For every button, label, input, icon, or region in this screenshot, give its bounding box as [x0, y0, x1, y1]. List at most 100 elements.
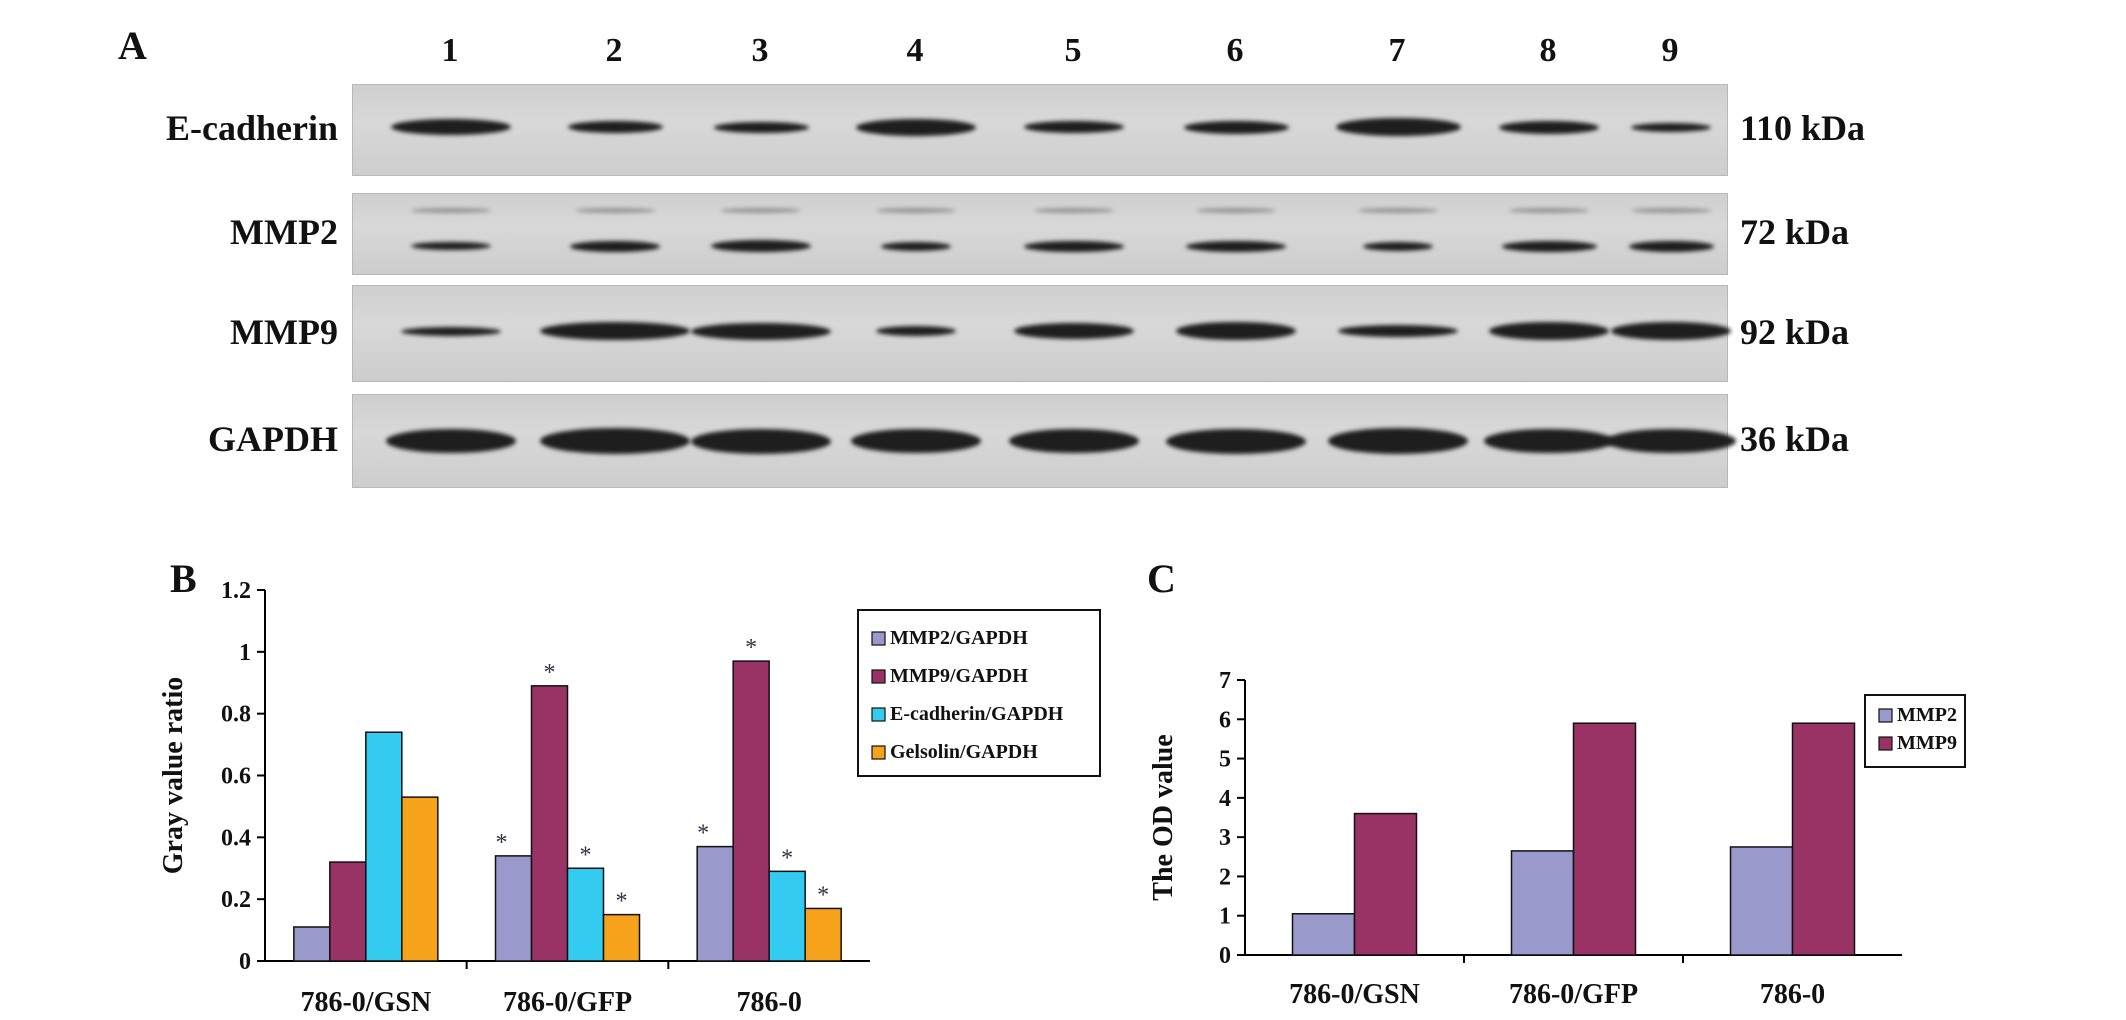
band-e-cadherin-lane-1 [391, 119, 511, 135]
bar-e-cadherin-gapdh-786-0 [768, 870, 806, 962]
lane-number-9: 9 [1661, 32, 1679, 69]
band-gapdh-lane-1 [386, 429, 516, 453]
band-mmp2-upper-lane-2 [575, 208, 655, 213]
band-gapdh-lane-2 [540, 428, 690, 454]
band-e-cadherin-lane-4 [856, 118, 976, 136]
protein-label-e-cadherin: E-cadherin [165, 108, 338, 148]
protein-label-gapdh: GAPDH [208, 419, 338, 459]
bar-mmp2-786-0 [1729, 846, 1794, 956]
y-tick-label: 3 [1219, 825, 1231, 851]
protein-label-mmp2: MMP2 [230, 212, 338, 252]
panel-label-c: C [1147, 556, 1176, 601]
band-mmp2-upper-lane-6 [1196, 208, 1276, 213]
y-tick-label: 6 [1219, 707, 1231, 733]
band-mmp9-lane-6 [1176, 322, 1296, 340]
bar-mmp9-gapdh-786-0-gsn [329, 861, 367, 962]
x-category-label: 786-0 [737, 987, 802, 1018]
panel-label-a: A [118, 23, 147, 68]
y-tick-label: 0 [1219, 943, 1231, 969]
y-tick-label: 1 [239, 640, 251, 666]
band-mmp2-lane-7 [1363, 241, 1433, 251]
band-mmp9-lane-7 [1338, 325, 1458, 337]
bar-gelsolin-gapdh-786-0 [804, 907, 842, 962]
bar-e-cadherin-gapdh-786-0-gsn [365, 731, 403, 962]
band-mmp9-lane-5 [1014, 323, 1134, 339]
band-mmp2-lane-5 [1024, 240, 1124, 252]
x-category-label: 786-0 [1760, 979, 1825, 1010]
y-tick-label: 0.6 [221, 764, 251, 790]
y-tick-label: 5 [1219, 747, 1231, 773]
legend-swatch-mmp9-gapdh [871, 669, 886, 684]
significance-marker: * [580, 842, 592, 868]
band-mmp2-lane-2 [570, 240, 660, 252]
significance-marker: * [781, 845, 793, 871]
bar-mmp2-786-0-gfp [1510, 850, 1575, 956]
y-tick-label: 0.2 [221, 887, 251, 913]
legend-swatch-mmp2-gapdh [871, 631, 886, 646]
band-gapdh-lane-5 [1009, 429, 1139, 453]
band-e-cadherin-lane-8 [1499, 120, 1599, 134]
y-tick-label: 2 [1219, 864, 1231, 890]
band-mmp2-lane-6 [1186, 240, 1286, 252]
y-tick-label: 0.8 [221, 702, 251, 728]
bar-gelsolin-gapdh-786-0-gfp [602, 913, 641, 962]
band-mmp2-upper-lane-8 [1509, 208, 1589, 213]
legend-label-gelsolin-gapdh: Gelsolin/GAPDH [890, 741, 1038, 763]
band-mmp9-lane-3 [691, 322, 831, 340]
chart-c-od-value: 0 1 2 3 4 5 6 7 The OD value 786-0/GSN 786-0/GFP 78… [1148, 668, 1966, 1010]
band-mmp2-lane-3 [711, 240, 811, 252]
band-mmp2-lane-4 [881, 241, 951, 251]
panel-label-b: B [170, 556, 197, 601]
legend-swatch-gelsolin-gapdh [871, 745, 886, 760]
band-mmp2-lane-9 [1628, 240, 1714, 252]
legend-label-e-cadherin-gapdh: E-cadherin/GAPDH [890, 703, 1064, 725]
molecular-weight-e-cadherin: 110 kDa [1740, 108, 1866, 148]
lane-number-1: 1 [441, 32, 459, 69]
band-gapdh-lane-6 [1166, 428, 1306, 454]
x-category-label: 786-0/GFP [1509, 979, 1638, 1010]
lane-number-3: 3 [751, 32, 769, 69]
x-category-label: 786-0/GFP [503, 987, 632, 1018]
blot-strip-e-cadherin [352, 84, 1728, 176]
significance-marker: * [616, 889, 628, 915]
legend-swatch-mmp9 [1878, 736, 1893, 751]
lane-number-8: 8 [1539, 32, 1557, 69]
band-e-cadherin-lane-3 [713, 121, 809, 133]
molecular-weight-mmp9: 92 kDa [1740, 311, 1850, 352]
band-mmp9-lane-2 [540, 322, 690, 340]
bar-mmp9-gapdh-786-0 [732, 660, 770, 962]
band-mmp9-lane-1 [401, 326, 501, 336]
band-e-cadherin-lane-6 [1183, 120, 1289, 134]
band-e-cadherin-lane-7 [1335, 118, 1461, 136]
blot-strip-gapdh [352, 394, 1736, 488]
lane-number-7: 7 [1388, 32, 1406, 69]
significance-marker: * [745, 635, 757, 661]
band-gapdh-lane-8 [1484, 429, 1614, 453]
band-mmp2-upper-lane-3 [721, 208, 801, 213]
legend-swatch-e-cadherin-gapdh [871, 707, 886, 722]
y-tick-label: 7 [1219, 668, 1231, 694]
bar-gelsolin-gapdh-786-0-gsn [401, 796, 439, 962]
band-mmp2-upper-lane-1 [411, 208, 491, 213]
legend-label-mmp9-gapdh: MMP9/GAPDH [890, 665, 1028, 687]
band-mmp9-lane-4 [876, 326, 956, 336]
band-mmp2-upper-lane-7 [1358, 208, 1438, 213]
bar-e-cadherin-gapdh-786-0-gfp [566, 867, 605, 962]
y-tick-label: 0 [239, 949, 251, 975]
bar-mmp2-gapdh-786-0-gfp [494, 855, 533, 962]
band-gapdh-lane-3 [691, 428, 831, 454]
bar-mmp9-786-0 [1791, 722, 1856, 956]
y-axis-title: The OD value [1148, 734, 1179, 900]
significance-marker: * [544, 660, 556, 686]
legend-box [1864, 694, 1966, 768]
x-category-label: 786-0/GSN [1289, 979, 1420, 1010]
band-e-cadherin-lane-2 [567, 121, 663, 133]
molecular-weight-mmp2: 72 kDa [1740, 212, 1850, 252]
y-tick-label: 0.4 [221, 825, 251, 851]
bar-mmp9-786-0-gsn [1353, 812, 1418, 956]
band-gapdh-lane-4 [851, 429, 981, 453]
lane-number-5: 5 [1064, 32, 1082, 69]
legend-box [857, 609, 1101, 777]
blot-strip-mmp9 [352, 285, 1731, 382]
molecular-weight-gapdh: 36 kDa [1740, 419, 1850, 459]
